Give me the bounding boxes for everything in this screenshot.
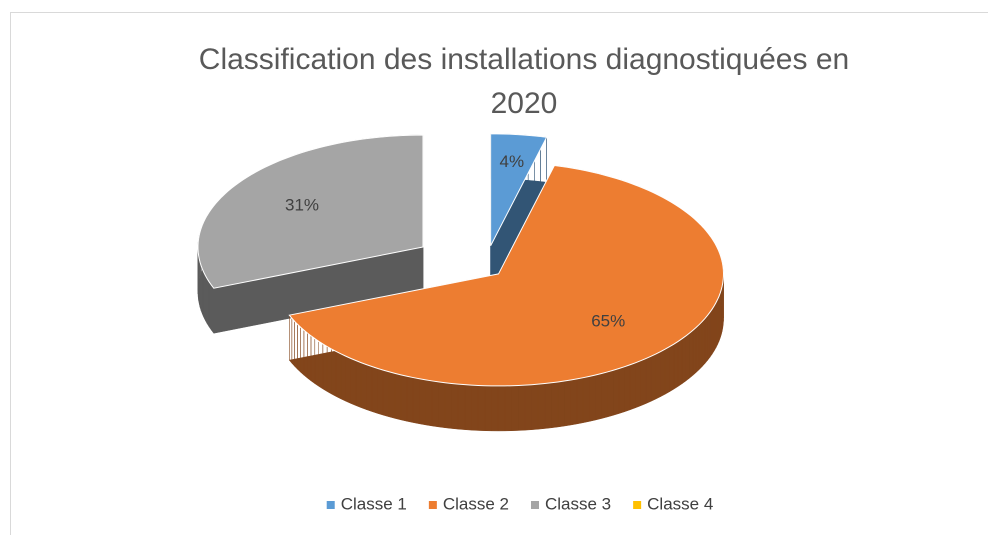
- legend-swatch: [531, 501, 539, 509]
- legend-label: Classe 4: [647, 494, 713, 513]
- legend-swatch: [428, 501, 437, 509]
- data-label: 4%: [500, 152, 525, 171]
- slice: [490, 133, 548, 247]
- legend-label: Classe 2: [443, 494, 509, 513]
- legend-label: Classe 1: [341, 494, 407, 513]
- slice: [197, 134, 424, 289]
- data-label: 31%: [285, 196, 319, 215]
- data-label: 65%: [591, 312, 625, 331]
- chart-frame: [10, 12, 988, 535]
- chart-title: Classification des installations diagnos…: [198, 43, 850, 120]
- legend-swatch: [326, 501, 335, 509]
- legend-label: Classe 3: [545, 494, 611, 513]
- slice: [288, 164, 724, 387]
- legend-swatch: [633, 501, 642, 509]
